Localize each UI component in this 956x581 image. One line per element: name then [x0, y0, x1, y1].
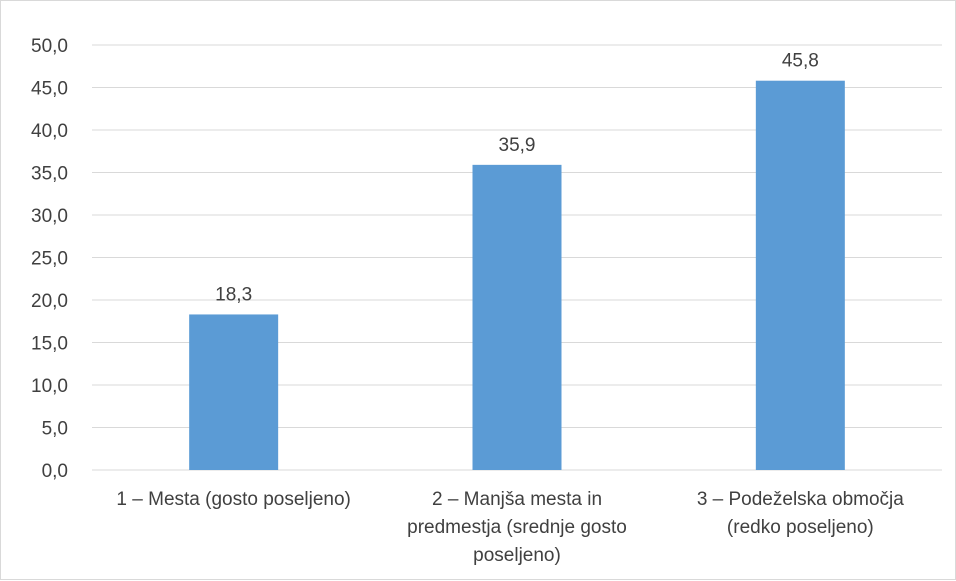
x-category-label-line: 1 – Mesta (gosto poseljeno): [116, 489, 350, 510]
x-category-label: 2 – Manjša mesta in predmestja (srednje g…: [407, 489, 627, 566]
bars: [189, 80, 845, 470]
y-tick-label: 25,0: [31, 249, 68, 270]
data-labels: 18,3 35,9 45,8: [215, 51, 819, 306]
y-axis-tick-labels: 0,0 5,0 10,0 15,0 20,0 25,0 30,0 35,0 40,0 45,0 50…: [31, 36, 68, 482]
bar: [472, 164, 562, 470]
x-axis-category-labels: 1 – Mesta (gosto poseljeno) 2 – Manjša me…: [116, 489, 904, 566]
y-tick-label: 0,0: [42, 461, 68, 482]
y-tick-label: 45,0: [31, 79, 68, 100]
y-tick-label: 15,0: [31, 334, 68, 355]
bar: [189, 314, 279, 470]
data-label: 45,8: [782, 51, 819, 72]
y-tick-label: 10,0: [31, 376, 68, 397]
data-label: 18,3: [215, 284, 252, 305]
x-category-label-line: poseljeno): [473, 545, 561, 566]
x-category-label: 3 – Podeželska območja (redko poseljeno): [697, 489, 904, 538]
x-category-label: 1 – Mesta (gosto poseljeno): [116, 489, 350, 510]
data-label: 35,9: [499, 135, 536, 156]
y-tick-label: 30,0: [31, 206, 68, 227]
y-tick-label: 40,0: [31, 121, 68, 142]
x-category-label-line: (redko poseljeno): [727, 517, 874, 538]
x-category-label-line: 3 – Podeželska območja: [697, 489, 904, 510]
bar: [755, 80, 845, 470]
y-tick-label: 35,0: [31, 164, 68, 185]
x-category-label-line: predmestja (srednje gosto: [407, 517, 627, 538]
y-tick-label: 50,0: [31, 36, 68, 57]
y-tick-label: 20,0: [31, 291, 68, 312]
y-tick-label: 5,0: [42, 419, 68, 440]
x-category-label-line: 2 – Manjša mesta in: [432, 489, 602, 510]
